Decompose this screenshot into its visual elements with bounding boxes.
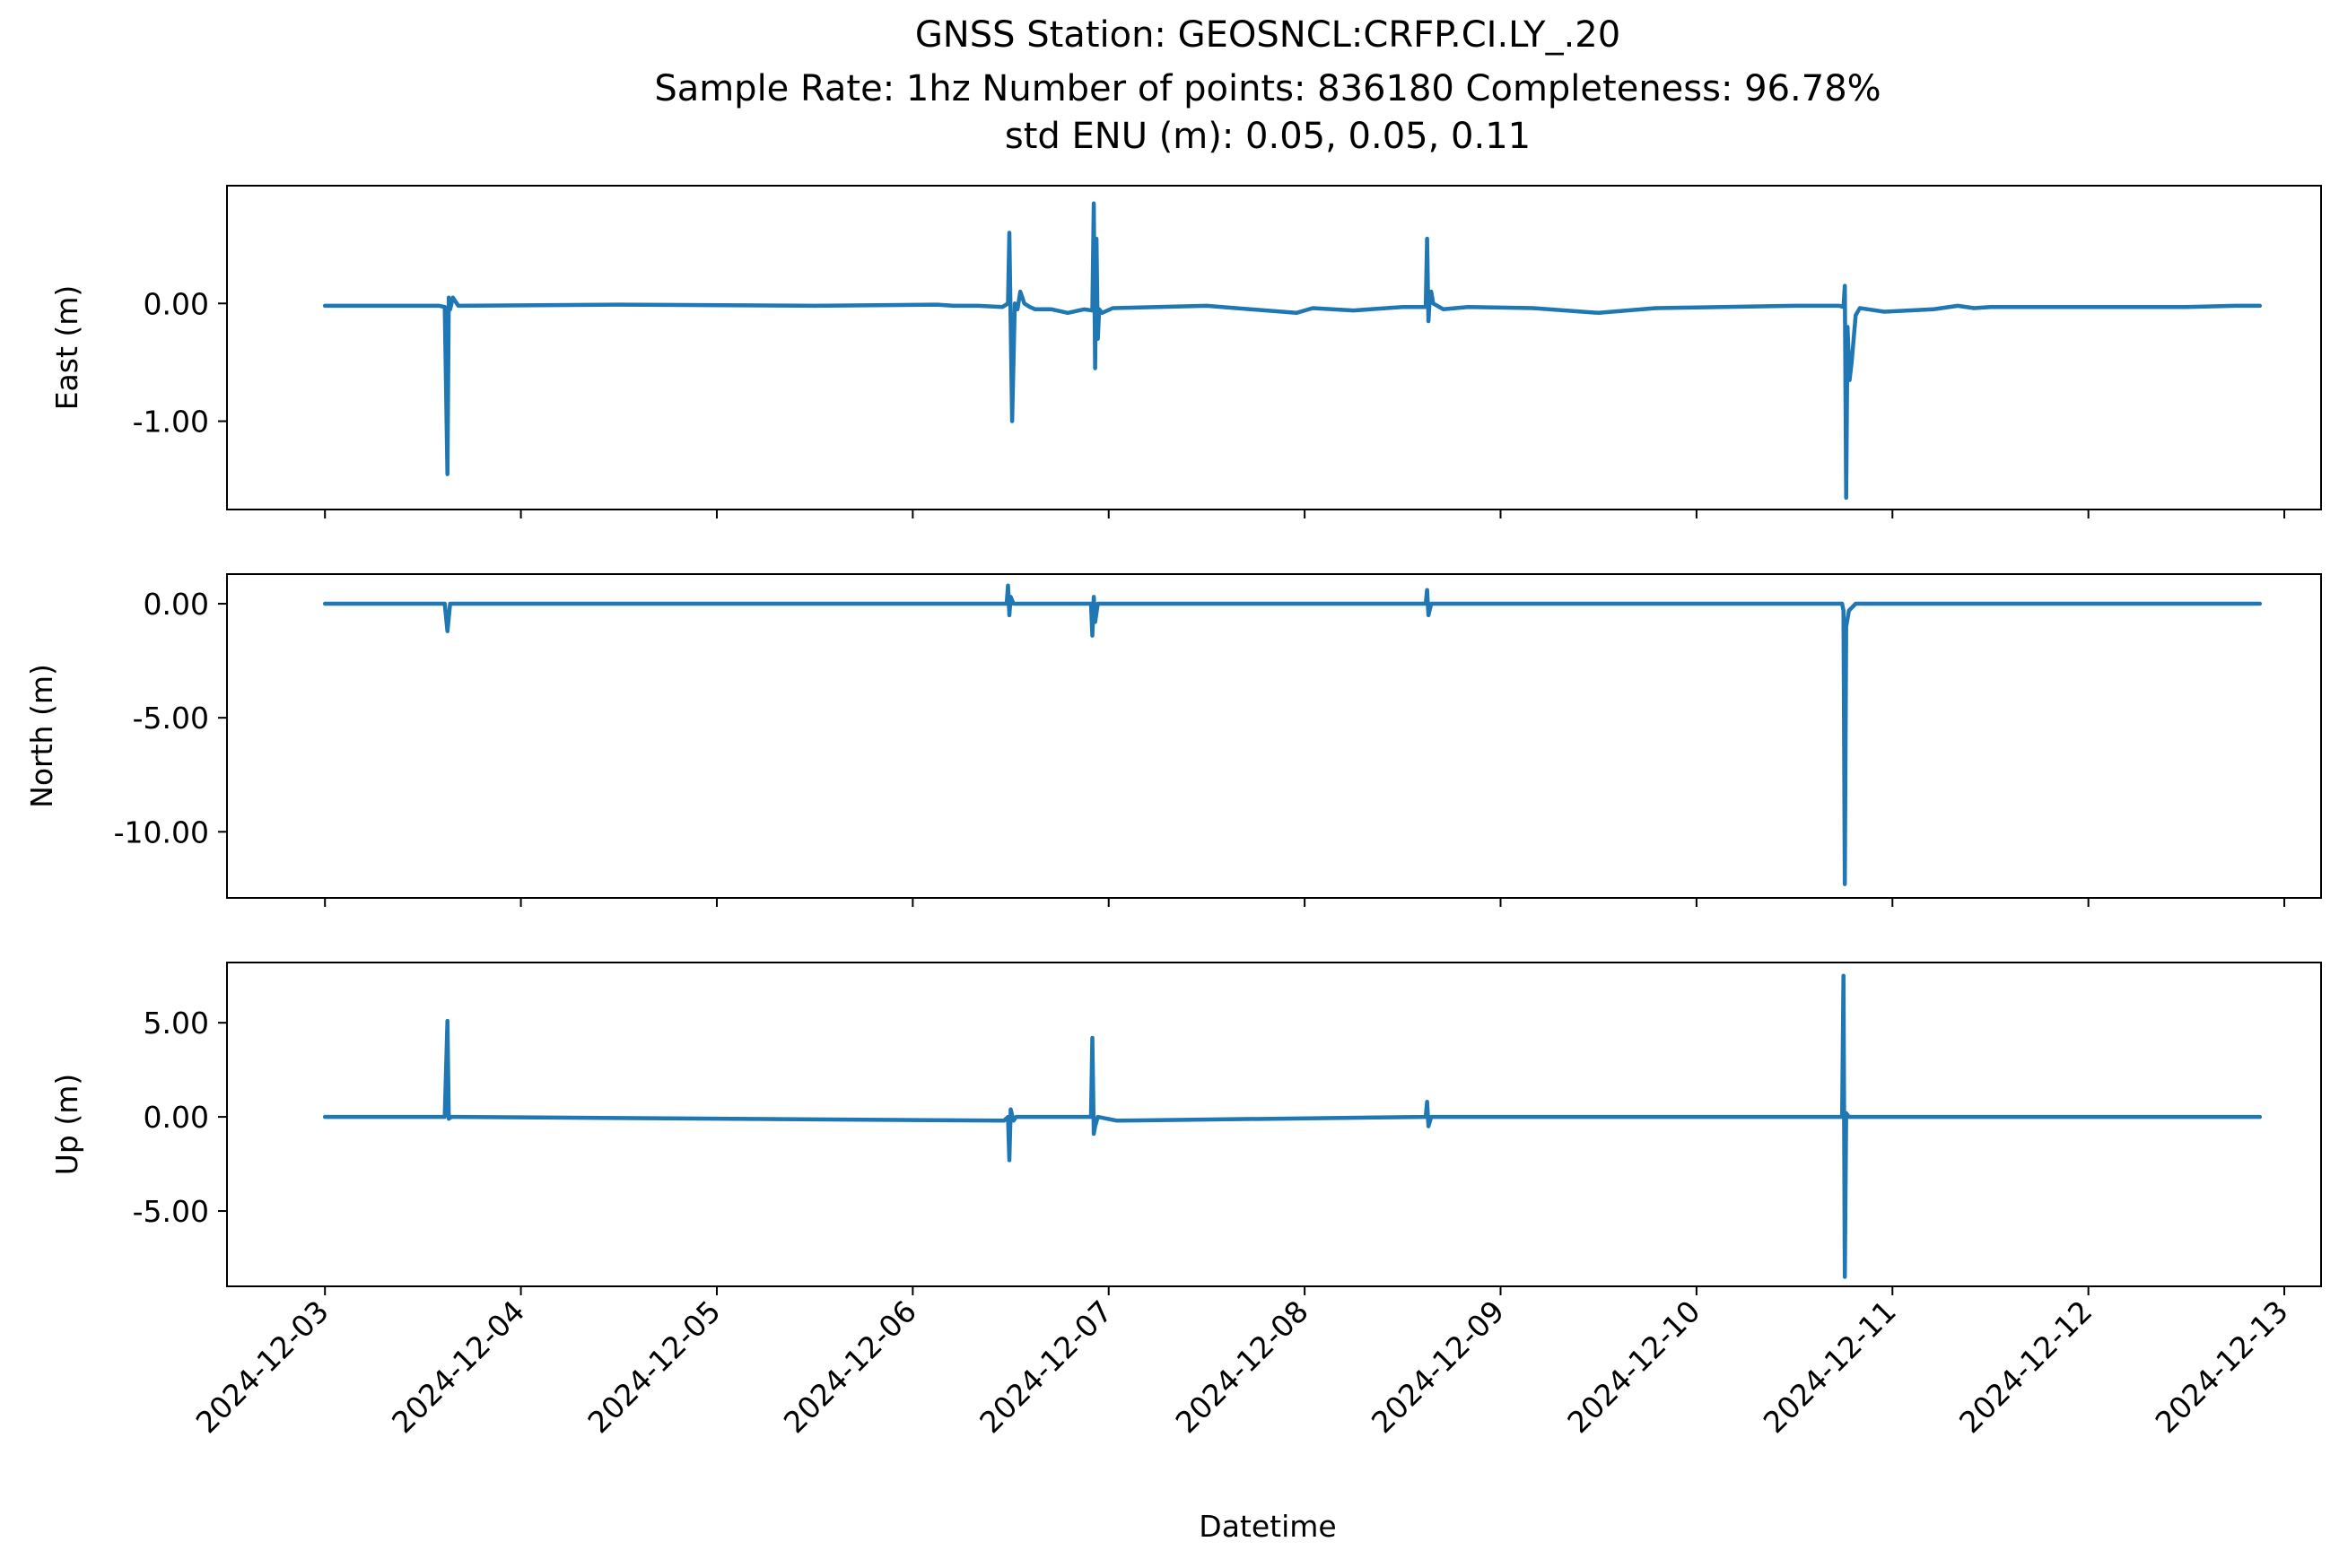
title-line-2: Sample Rate: 1hz Number of points: 83618… <box>654 68 1881 109</box>
up-y-tick-label: 0.00 <box>144 1100 209 1135</box>
east-y-axis-label: East (m) <box>49 285 84 411</box>
panel-east: 0.00 -1.00 East (m) <box>49 185 2322 518</box>
north-y-tick-label: -10.00 <box>114 814 209 849</box>
title-line-3: std ENU (m): 0.05, 0.05, 0.11 <box>1005 116 1531 157</box>
panel-up: 5.00 0.00 -5.00 Up (m) <box>49 962 2322 1295</box>
north-series-line <box>322 583 2263 886</box>
title-line-1: GNSS Station: GEOSNCL:CRFP.CI.LY_.20 <box>915 14 1620 56</box>
north-axes-frame <box>226 573 2322 899</box>
figure-title: GNSS Station: GEOSNCL:CRFP.CI.LY_.20 Sam… <box>654 14 1881 157</box>
up-y-tick-label: 5.00 <box>144 1006 209 1041</box>
east-y-tick-label: -1.00 <box>133 405 209 440</box>
subplots: 0.00 -1.00 East (m) 0.00 -5.00 -10.00 North (m… <box>24 185 2322 1295</box>
up-y-tick-label: -5.00 <box>133 1194 209 1229</box>
east-series-line <box>322 201 2263 501</box>
up-series-line <box>322 973 2263 1279</box>
east-y-tick-label: 0.00 <box>144 286 209 321</box>
north-y-tick-label: 0.00 <box>144 587 209 622</box>
east-axes-frame <box>226 185 2322 510</box>
up-y-axis-label: Up (m) <box>49 1074 84 1176</box>
north-y-axis-label: North (m) <box>24 664 59 808</box>
panel-north: 0.00 -5.00 -10.00 North (m) <box>24 573 2322 907</box>
up-axes-frame <box>226 962 2322 1287</box>
x-axis-label: Datetime <box>1199 1509 1336 1544</box>
north-y-tick-label: -5.00 <box>133 701 209 736</box>
